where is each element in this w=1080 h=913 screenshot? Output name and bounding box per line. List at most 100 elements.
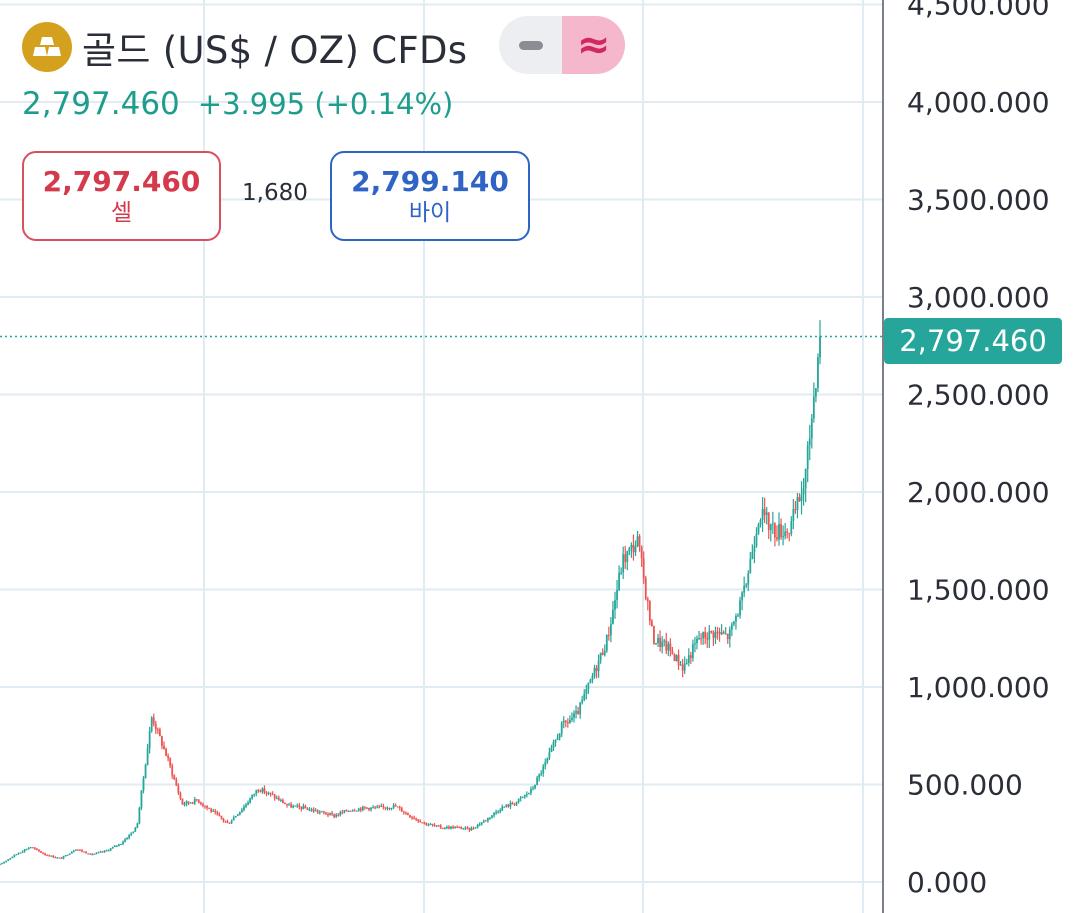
candle (681, 658, 684, 678)
candle (815, 388, 817, 403)
candle (208, 807, 210, 809)
candle (587, 682, 590, 694)
candle (161, 735, 163, 750)
candle (548, 747, 551, 761)
candle (489, 817, 491, 820)
candle (267, 791, 270, 796)
candle (595, 665, 598, 679)
candle (626, 550, 629, 571)
candle (292, 804, 295, 809)
candle (374, 805, 377, 810)
candle (171, 763, 174, 779)
candle (271, 791, 274, 796)
candle (185, 800, 188, 807)
candle (318, 810, 321, 815)
candle (197, 799, 200, 804)
candle (702, 631, 705, 645)
candle (435, 825, 438, 828)
candle (634, 540, 637, 556)
candle (794, 500, 797, 514)
candle (511, 801, 514, 805)
candle (622, 546, 625, 580)
candle (60, 857, 63, 859)
candle (476, 823, 479, 829)
candle (343, 810, 346, 814)
candle (195, 799, 198, 802)
candle (566, 718, 569, 728)
candle (515, 801, 518, 806)
candle (128, 834, 131, 840)
candle (642, 551, 645, 584)
candle (733, 620, 735, 627)
candle (774, 522, 776, 547)
candle (659, 630, 661, 652)
minus-mode-button[interactable] (499, 16, 562, 74)
display-mode-toggle[interactable]: ≈ (499, 16, 625, 74)
candle (130, 832, 133, 837)
candle (347, 810, 350, 812)
candle (148, 726, 151, 754)
candle (651, 618, 653, 627)
candle (624, 545, 627, 569)
candle (312, 807, 315, 813)
candle (538, 773, 541, 782)
candle (372, 805, 374, 809)
candle (423, 821, 426, 825)
candle (81, 849, 83, 853)
candle (482, 819, 485, 823)
candle (755, 527, 758, 548)
candle (337, 813, 340, 817)
candle (448, 825, 450, 830)
candle (407, 812, 409, 816)
candle (630, 542, 633, 558)
candle (355, 810, 358, 812)
candle (202, 802, 204, 808)
candle (454, 826, 456, 829)
candle (269, 792, 272, 797)
candle (284, 802, 286, 805)
candle (138, 806, 141, 825)
candle (812, 382, 815, 423)
candle (653, 625, 655, 645)
candle (251, 794, 254, 800)
candle (1, 862, 3, 865)
candle (0, 863, 1, 866)
candle (142, 776, 145, 794)
candle (425, 822, 428, 826)
candle (569, 715, 571, 724)
candle (640, 545, 643, 567)
candle (610, 617, 612, 643)
y-axis: 0.000 500.000 1,000.000 1,500.000 2,000.000 2… (907, 0, 1050, 899)
candle (353, 808, 356, 812)
candle (210, 807, 213, 814)
candle (472, 826, 475, 830)
candle (722, 630, 725, 635)
sell-price: 2,797.460 (42, 165, 201, 198)
candle (70, 851, 73, 854)
candle (3, 861, 5, 864)
candle (27, 847, 30, 850)
candle (726, 633, 729, 644)
candle (462, 827, 465, 830)
candle (300, 806, 303, 812)
candle (5, 860, 8, 863)
candle (216, 810, 219, 816)
candle (487, 817, 489, 823)
candle (413, 815, 415, 820)
candle (218, 812, 221, 817)
candle (437, 824, 440, 827)
buy-button[interactable]: 2,799.140 바이 (330, 151, 530, 241)
candle (380, 803, 383, 808)
symbol-row[interactable]: 골드 (US$ / OZ) CFDs (22, 20, 467, 74)
sell-button[interactable]: 2,797.460 셀 (22, 151, 221, 241)
candle (648, 600, 651, 626)
approx-mode-button[interactable]: ≈ (562, 16, 625, 74)
candle (446, 825, 448, 830)
candle (409, 814, 411, 818)
candle (521, 796, 524, 799)
candle (290, 802, 292, 808)
candle (644, 575, 647, 601)
candle (714, 626, 717, 644)
candle (286, 803, 288, 808)
candle (335, 813, 338, 819)
